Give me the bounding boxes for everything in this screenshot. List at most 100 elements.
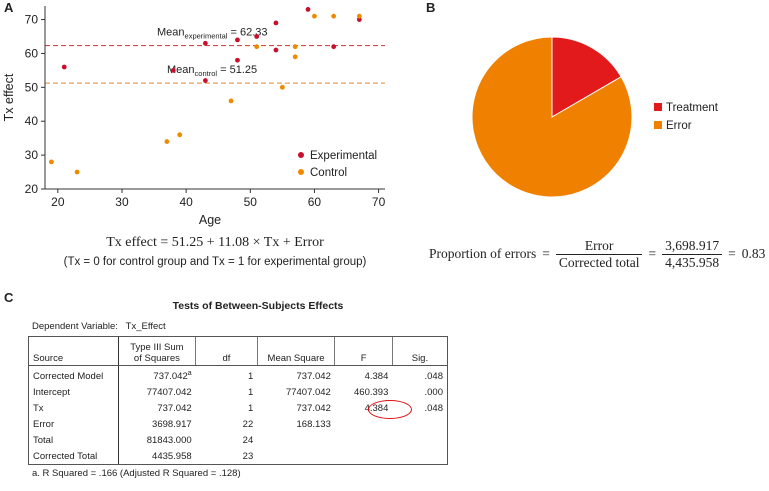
header-sos-line2: of Squares	[133, 353, 180, 364]
row-source: Total	[28, 432, 119, 448]
panel-c-label: C	[4, 290, 14, 305]
panel-a-label: A	[4, 0, 14, 15]
row-f-text: 460.393	[354, 386, 389, 398]
row-df-text: 22	[242, 418, 254, 430]
row-source: Corrected Total	[28, 448, 119, 465]
fraction-1-numerator: Error	[584, 237, 614, 253]
row-source-text: Corrected Model	[33, 370, 104, 382]
pie-chart: Treatment Error	[471, 36, 719, 198]
row-sum-of-squares: 81843.000	[117, 432, 196, 448]
control-point	[312, 13, 317, 19]
row-sum-of-squares-text: 4435.958	[152, 450, 192, 462]
row-mean-square	[257, 448, 335, 465]
row-mean-square	[257, 432, 335, 448]
row-sum-of-squares: 77407.042	[117, 384, 196, 400]
control-point	[74, 169, 80, 175]
legend-label: Error	[666, 120, 692, 132]
header-df: df	[195, 336, 258, 366]
row-sig-text: .000	[424, 386, 444, 398]
row-sig-text: .048	[424, 370, 444, 382]
control-point	[292, 44, 298, 50]
table-row: Corrected Model 737.042a 1 737.042 4.384.048	[28, 365, 449, 385]
fraction-2-numerator: 3,698.917	[665, 237, 720, 253]
header-sum-of-squares: Type III Sum of Squares	[117, 336, 196, 366]
table-row: Total 81843.000 24	[28, 432, 449, 448]
row-sum-of-squares-text: 737.042	[157, 402, 192, 414]
row-source: Error	[28, 416, 119, 432]
row-f-text: 4.384	[364, 370, 389, 382]
x-tick-label: 30	[115, 195, 129, 209]
row-df: 1	[196, 400, 258, 416]
dependent-variable-value: Tx_Effect	[125, 321, 166, 332]
experimental-point	[61, 64, 67, 70]
row-df: 1	[196, 366, 258, 385]
legend-label: Treatment	[666, 102, 719, 114]
experimental-point	[273, 47, 279, 53]
experimental-point	[273, 20, 279, 26]
fraction-2-denominator: 4,435.958	[665, 254, 720, 270]
row-df: 23	[195, 448, 258, 465]
row-df: 1	[196, 384, 258, 400]
y-tick-label: 60	[25, 46, 39, 60]
row-sum-of-squares-text: 3698.917	[152, 418, 192, 430]
equals-sign: =	[648, 246, 657, 261]
row-mean-square-text: 737.042	[296, 402, 331, 414]
experimental-point	[254, 34, 260, 39]
equation-b-result: 0.83	[741, 246, 766, 261]
row-sig	[392, 432, 449, 448]
dependent-variable: Dependent Variable: Tx_Effect	[32, 321, 448, 332]
row-df-text: 1	[247, 370, 254, 382]
y-axis-label: Tx effect	[2, 73, 16, 121]
y-tick-label: 20	[25, 182, 39, 196]
pie-slice-treatment	[551, 36, 622, 118]
legend-label: Experimental	[310, 150, 377, 162]
row-source-text: Tx	[33, 402, 44, 414]
row-sig	[392, 448, 449, 465]
control-point	[49, 159, 54, 165]
mean_control-label: Meancontrol = 51.25	[167, 64, 257, 78]
experimental-point	[170, 67, 176, 73]
experimental-point	[202, 40, 208, 46]
row-source-text: Corrected Total	[33, 450, 98, 462]
row-sum-of-squares-text: 737.042	[153, 371, 188, 383]
row-mean-square-text: 737.042	[296, 370, 331, 382]
control-point	[279, 84, 285, 90]
fraction-1-denominator: Corrected total	[558, 254, 640, 270]
experimental-point	[331, 44, 337, 50]
header-sos-line1: Type III Sum	[130, 342, 184, 353]
row-mean-square: 168.133	[257, 416, 335, 432]
row-sum-of-squares-text: 77407.042	[146, 386, 192, 398]
header-source: Source	[28, 336, 119, 366]
x-tick-label: 70	[372, 195, 386, 209]
x-tick-label: 60	[308, 195, 322, 209]
row-source: Tx	[28, 400, 119, 416]
equation-a-note: (Tx = 0 for control group and Tx = 1 for…	[63, 256, 367, 268]
x-tick-label: 50	[244, 195, 258, 209]
equals-sign: =	[542, 246, 550, 261]
legend-marker	[298, 169, 304, 175]
row-sig: .048	[392, 365, 449, 384]
row-f: 460.393	[335, 384, 393, 400]
row-sig	[392, 416, 449, 432]
experimental-point	[235, 57, 240, 63]
row-df: 24	[196, 432, 258, 448]
control-point	[331, 13, 337, 19]
legend-swatch	[654, 121, 662, 129]
fraction-1: Error Corrected total	[555, 237, 643, 271]
row-df-text: 23	[242, 450, 254, 462]
row-mean-square-text: 77407.042	[285, 386, 331, 398]
significance-highlight-circle	[368, 400, 412, 419]
row-sum-of-squares: 3698.917	[117, 416, 196, 432]
table-title: Tests of Between-Subjects Effects	[172, 300, 344, 312]
row-source-text: Intercept	[33, 386, 70, 398]
row-sum-of-squares: 737.042	[117, 400, 196, 416]
control-point	[164, 139, 170, 144]
legend-swatch	[654, 103, 662, 111]
experimental-point	[235, 37, 240, 43]
pie-slice-error	[471, 36, 633, 198]
row-df-text: 1	[247, 402, 254, 414]
row-mean-square-text: 168.133	[296, 418, 331, 430]
table-row: Error 3698.917 22 168.133	[28, 416, 449, 432]
row-sum-of-squares: 4435.958	[117, 448, 196, 465]
experimental-point	[305, 6, 311, 12]
